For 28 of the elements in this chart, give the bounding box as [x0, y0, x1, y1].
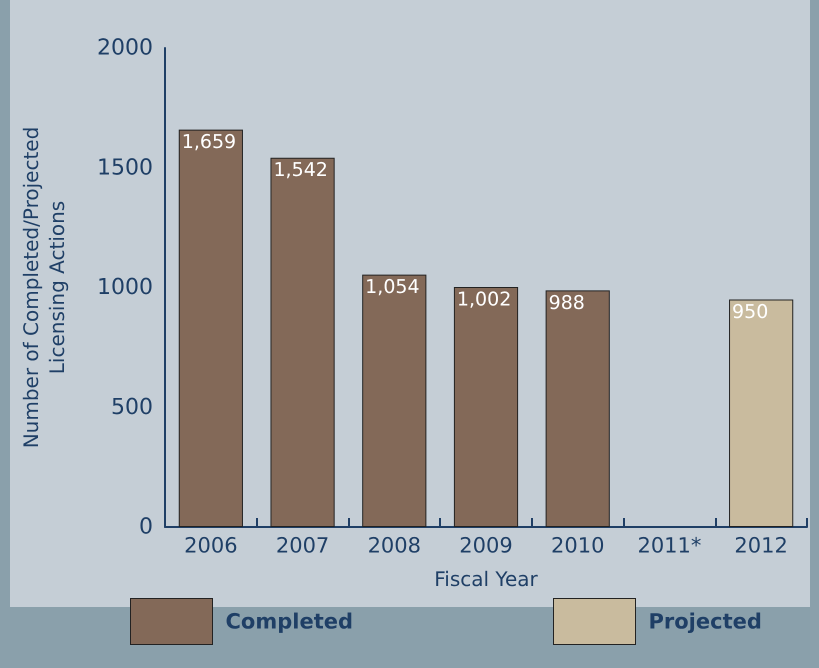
y-tick-label: 1000 — [97, 275, 153, 300]
data-label: 1,659 — [182, 131, 236, 154]
data-label: 1,542 — [273, 159, 328, 182]
bar — [270, 158, 335, 527]
bar — [362, 274, 426, 527]
data-label: 1,002 — [456, 288, 512, 311]
legend-label: Completed — [226, 610, 354, 634]
y-axis-title: Number of Completed/Projected Licensing Actions — [19, 126, 69, 448]
data-label: 988 — [548, 292, 585, 314]
x-tick-label: 2008 — [368, 534, 422, 558]
x-tick-label: 2012 — [734, 534, 788, 558]
x-tick-label: 2010 — [550, 534, 604, 558]
bar — [729, 299, 794, 527]
data-label: 950 — [732, 300, 768, 323]
bar — [178, 130, 243, 527]
bar — [454, 287, 518, 527]
y-tick-label: 500 — [111, 394, 153, 420]
y-tick-label: 2000 — [97, 36, 153, 60]
x-tick-label: 2011* — [637, 534, 702, 558]
y-tick-label: 1500 — [97, 155, 153, 180]
legend-label: Projected — [648, 610, 762, 634]
x-tick-label: 2006 — [184, 534, 238, 558]
x-axis-title: Fiscal Year — [434, 567, 539, 591]
data-label: 1,054 — [365, 276, 420, 298]
x-tick-label: 2007 — [276, 534, 330, 558]
y-tick-label: 0 — [139, 514, 153, 540]
bar — [546, 290, 610, 527]
x-tick-label: 2009 — [459, 534, 513, 558]
